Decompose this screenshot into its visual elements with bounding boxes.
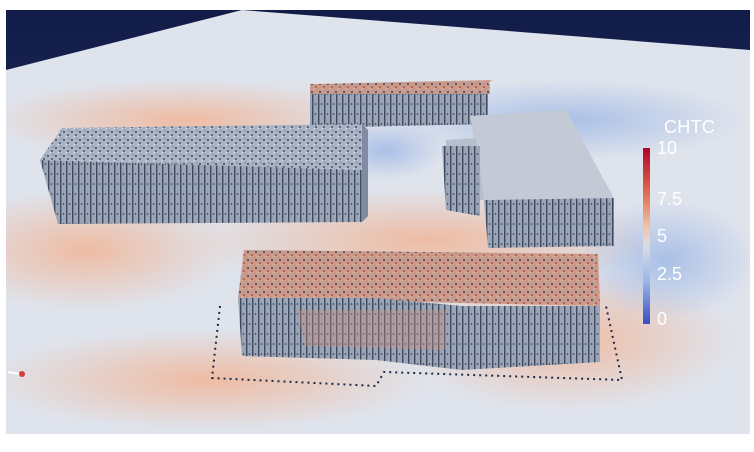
cfd-scene [6,10,750,434]
building-right [442,110,614,248]
building-front [210,250,624,388]
axes-indicator [7,371,25,377]
3d-viewport[interactable] [6,10,750,434]
legend-title: CHTC [664,117,716,137]
colorbar [643,148,650,324]
building-back [310,80,492,128]
tick-label: 5 [657,226,668,246]
tick-label: 0 [657,309,668,329]
building-left [40,124,368,224]
tick-label: 10 [657,138,678,158]
tick-label: 2.5 [657,264,683,284]
tick-label: 7.5 [657,189,683,209]
